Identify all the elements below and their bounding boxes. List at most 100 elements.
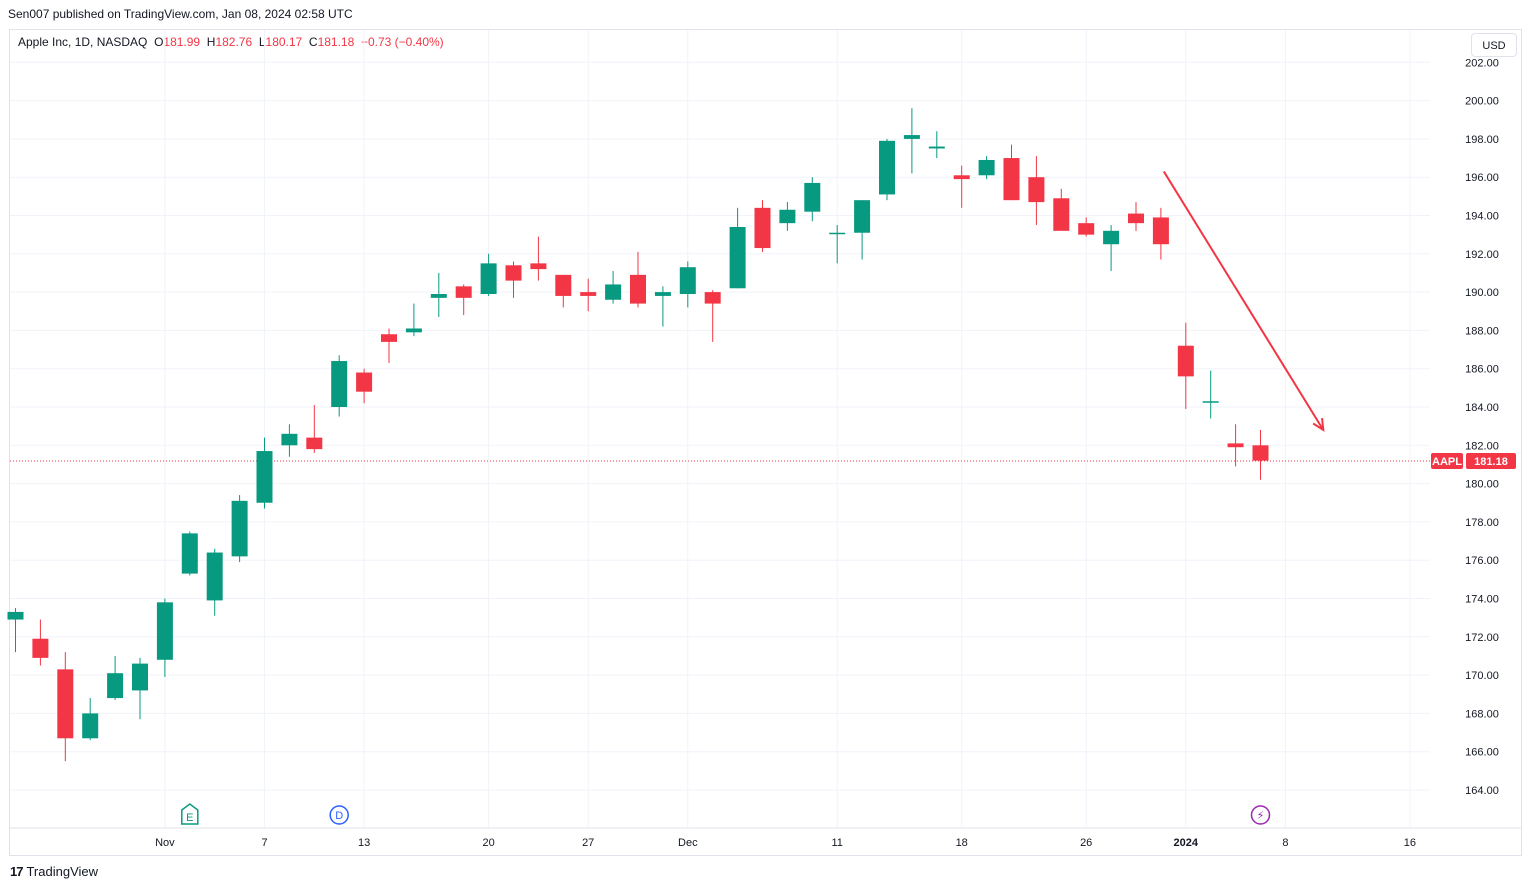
x-tick-label: 20 <box>482 837 494 849</box>
y-tick-label: 180.00 <box>1465 479 1499 491</box>
candle-body[interactable] <box>530 263 547 270</box>
candle-body[interactable] <box>7 611 24 620</box>
candle-body[interactable] <box>306 437 323 450</box>
candle-body[interactable] <box>480 263 497 295</box>
symbol-title[interactable]: Apple Inc, 1D, NASDAQ <box>18 35 148 49</box>
candle-body[interactable] <box>57 669 74 739</box>
candle-body[interactable] <box>605 284 622 300</box>
candle-body[interactable] <box>231 500 248 557</box>
split-marker-label: ⚡ <box>1257 809 1265 822</box>
candle-body[interactable] <box>281 433 298 446</box>
close-label: C <box>308 35 318 49</box>
candle-body[interactable] <box>953 175 970 180</box>
y-tick-label: 184.00 <box>1465 402 1499 414</box>
trend-arrow-line[interactable] <box>1162 170 1325 431</box>
x-tick-label: 11 <box>831 837 842 849</box>
candle-body[interactable] <box>1028 177 1045 203</box>
candle-body[interactable] <box>555 274 572 296</box>
candle-body[interactable] <box>580 292 597 296</box>
candle-body[interactable] <box>854 200 871 233</box>
x-tick-label: 8 <box>1282 837 1288 849</box>
y-tick-label: 190.00 <box>1465 287 1499 299</box>
candle-body[interactable] <box>654 292 671 296</box>
candle-body[interactable] <box>430 294 447 298</box>
change-value: −0.73 (−0.40%) <box>360 35 444 49</box>
y-tick-label: 196.00 <box>1465 172 1499 184</box>
candle-body[interactable] <box>256 451 273 503</box>
candle-body[interactable] <box>405 328 422 333</box>
candle-body[interactable] <box>879 140 895 195</box>
trend-arrow-head[interactable] <box>1312 417 1325 432</box>
candle-body[interactable] <box>779 209 796 224</box>
y-tick-label: 178.00 <box>1465 517 1499 529</box>
chart-panel <box>9 29 1522 856</box>
open-value: 181.99 <box>163 35 201 49</box>
x-tick-label: Dec <box>678 837 698 849</box>
candle-body[interactable] <box>1128 213 1144 224</box>
candle-body[interactable] <box>804 182 821 212</box>
x-tick-label: 7 <box>261 837 267 849</box>
y-tick-label: 194.00 <box>1465 211 1499 223</box>
candle-body[interactable] <box>1252 445 1269 461</box>
candle-body[interactable] <box>82 713 99 739</box>
candle-body[interactable] <box>729 226 746 289</box>
candle-body[interactable] <box>356 372 373 392</box>
y-tick-label: 198.00 <box>1465 134 1499 146</box>
candle-body[interactable] <box>1053 198 1070 231</box>
y-tick-label: 174.00 <box>1465 594 1499 606</box>
candle-body[interactable] <box>978 159 995 176</box>
candle-body[interactable] <box>107 673 124 699</box>
candle-body[interactable] <box>1177 345 1194 377</box>
candle-body[interactable] <box>903 135 920 139</box>
x-tick-label: 16 <box>1404 837 1416 849</box>
high-label: H <box>206 35 216 49</box>
candle-body[interactable] <box>455 286 472 298</box>
candle-body[interactable] <box>381 334 397 342</box>
close-value: 181.18 <box>317 35 355 49</box>
candle-body[interactable] <box>1078 223 1095 235</box>
candle-body[interactable] <box>1227 443 1244 448</box>
x-tick-label: Nov <box>155 837 175 849</box>
y-tick-label: 176.00 <box>1465 555 1499 567</box>
split-lightning-icon[interactable] <box>1250 805 1271 825</box>
candle-body[interactable] <box>132 663 148 691</box>
earnings-icon[interactable] <box>181 803 199 825</box>
candle-body[interactable] <box>630 274 646 304</box>
candle-body[interactable] <box>206 552 223 601</box>
open-label: O <box>154 35 164 49</box>
y-tick-label: 164.00 <box>1465 785 1499 797</box>
candle-body[interactable] <box>505 265 522 281</box>
currency-button[interactable]: USD <box>1471 33 1517 57</box>
high-value: 182.76 <box>215 35 253 49</box>
price-tag-value: 181.18 <box>1474 456 1508 468</box>
candle-body[interactable] <box>704 292 721 304</box>
candle-body[interactable] <box>1003 158 1020 201</box>
price-tag-symbol-bg <box>1431 453 1463 470</box>
tradingview-logo-icon: 17 <box>10 864 24 879</box>
candle-body[interactable] <box>181 533 198 574</box>
candle-body[interactable] <box>156 602 173 660</box>
low-value: 180.17 <box>265 35 303 49</box>
candle-body[interactable] <box>679 267 696 295</box>
dividend-marker-label: D <box>335 810 343 822</box>
footer-brand: 17 TradingView <box>10 864 98 879</box>
y-tick-label: 170.00 <box>1465 670 1499 682</box>
dividend-icon[interactable] <box>329 805 349 825</box>
candle-body[interactable] <box>1152 217 1169 245</box>
y-tick-label: 192.00 <box>1465 249 1499 261</box>
candle-body[interactable] <box>829 232 846 235</box>
price-tag-value-bg <box>1466 453 1516 470</box>
candle-body[interactable] <box>32 638 49 658</box>
candle-body[interactable] <box>754 207 771 249</box>
x-tick-label: 13 <box>358 837 370 849</box>
candle-body[interactable] <box>1202 401 1219 403</box>
y-tick-label: 202.00 <box>1465 57 1499 69</box>
candle-body[interactable] <box>928 146 945 149</box>
brand-name: TradingView <box>26 864 99 879</box>
y-tick-label: 166.00 <box>1465 747 1499 759</box>
ohlc-legend: Apple Inc, 1D, NASDAQ O181.99 H182.76 L1… <box>18 35 444 49</box>
publish-info: Sen007 published on TradingView.com, Jan… <box>8 7 353 21</box>
candle-body[interactable] <box>1103 230 1120 245</box>
candle-body[interactable] <box>331 361 348 407</box>
